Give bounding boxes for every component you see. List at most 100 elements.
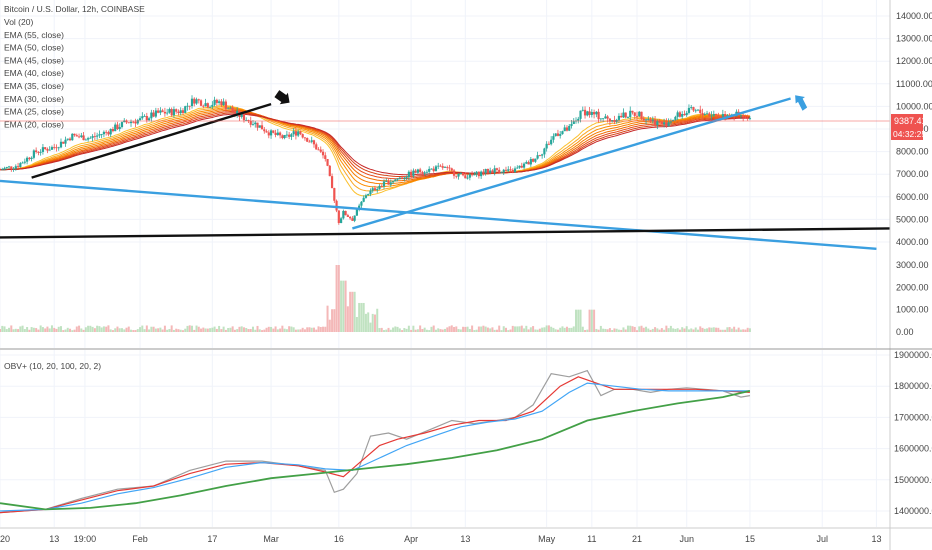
candle[interactable]	[292, 131, 295, 135]
candle[interactable]	[215, 99, 218, 103]
candle[interactable]	[412, 170, 415, 176]
candle[interactable]	[604, 116, 607, 119]
candle[interactable]	[527, 162, 530, 165]
candle[interactable]	[50, 147, 54, 150]
candle[interactable]	[443, 167, 447, 168]
obv-axis[interactable]: 1900000.00 1800000.00 1700000.00 1600000.00…	[894, 350, 932, 516]
candle[interactable]	[107, 132, 110, 135]
candle[interactable]	[229, 107, 232, 109]
candle[interactable]	[195, 99, 198, 104]
candle[interactable]	[240, 113, 243, 117]
candle[interactable]	[434, 166, 438, 172]
candle[interactable]	[459, 172, 462, 174]
candle[interactable]	[446, 167, 449, 168]
candle[interactable]	[525, 162, 528, 164]
candle[interactable]	[281, 135, 284, 139]
candle[interactable]	[21, 162, 24, 164]
candle[interactable]	[656, 120, 659, 126]
candle[interactable]	[369, 190, 372, 195]
candle[interactable]	[218, 101, 221, 103]
candle[interactable]	[190, 98, 194, 107]
candle[interactable]	[658, 120, 661, 122]
candle[interactable]	[141, 116, 144, 119]
candle[interactable]	[367, 194, 370, 196]
candle[interactable]	[41, 147, 45, 152]
candle[interactable]	[475, 171, 478, 175]
candle[interactable]	[102, 131, 106, 135]
candle[interactable]	[360, 201, 363, 206]
candle[interactable]	[299, 131, 302, 135]
candle[interactable]	[315, 144, 318, 150]
candle[interactable]	[583, 109, 587, 116]
candle[interactable]	[254, 122, 257, 125]
candle[interactable]	[498, 169, 501, 173]
arrow-up-icon[interactable]	[793, 95, 809, 111]
candle[interactable]	[452, 170, 456, 176]
candlesticks[interactable]	[0, 95, 752, 225]
candle[interactable]	[644, 119, 648, 121]
candle[interactable]	[55, 147, 58, 149]
candle[interactable]	[3, 168, 6, 170]
candle[interactable]	[385, 181, 388, 183]
candle[interactable]	[186, 105, 189, 107]
indicator-legend-item[interactable]: EMA (55, close)	[4, 30, 64, 40]
indicator-legend-item[interactable]: EMA (45, close)	[4, 55, 64, 65]
candle[interactable]	[249, 120, 252, 125]
candle[interactable]	[561, 131, 564, 135]
candle[interactable]	[719, 116, 722, 118]
indicator-legend-item[interactable]: EMA (30, close)	[4, 94, 64, 104]
candle[interactable]	[421, 172, 424, 174]
candle[interactable]	[236, 110, 239, 114]
candle[interactable]	[559, 134, 562, 136]
candle[interactable]	[263, 129, 266, 132]
candle[interactable]	[163, 111, 166, 114]
trendline[interactable]	[0, 227, 891, 239]
candle[interactable]	[233, 111, 237, 114]
candle[interactable]	[450, 168, 453, 171]
candle[interactable]	[222, 101, 225, 106]
candle[interactable]	[694, 110, 697, 112]
candle[interactable]	[640, 111, 643, 119]
candle[interactable]	[629, 110, 632, 118]
candle[interactable]	[105, 131, 108, 133]
candle[interactable]	[59, 141, 63, 148]
candle[interactable]	[310, 140, 313, 142]
candle[interactable]	[30, 157, 33, 159]
candle[interactable]	[184, 106, 187, 113]
candle[interactable]	[687, 107, 691, 113]
candle[interactable]	[48, 149, 51, 151]
candle[interactable]	[378, 185, 381, 190]
candle[interactable]	[129, 121, 133, 124]
trendline[interactable]	[31, 102, 272, 179]
candle[interactable]	[676, 112, 679, 117]
candle[interactable]	[606, 116, 609, 119]
candle[interactable]	[152, 112, 155, 117]
candle[interactable]	[170, 109, 173, 116]
candle[interactable]	[502, 169, 505, 173]
candle[interactable]	[660, 121, 663, 125]
candle[interactable]	[12, 168, 15, 170]
candle[interactable]	[489, 170, 492, 173]
candle[interactable]	[362, 197, 365, 202]
candle[interactable]	[419, 169, 422, 173]
candle[interactable]	[437, 165, 440, 167]
candle[interactable]	[373, 188, 377, 191]
trendline[interactable]	[0, 179, 877, 250]
candle[interactable]	[651, 119, 654, 122]
candle[interactable]	[138, 118, 142, 121]
candle[interactable]	[541, 154, 544, 156]
candle[interactable]	[202, 105, 205, 107]
candle[interactable]	[57, 147, 60, 149]
candle[interactable]	[547, 143, 551, 145]
candle[interactable]	[312, 140, 316, 145]
candle[interactable]	[748, 118, 752, 119]
candle[interactable]	[349, 216, 352, 219]
candle[interactable]	[509, 169, 512, 171]
candle[interactable]	[125, 120, 128, 123]
candle[interactable]	[32, 150, 35, 158]
candle[interactable]	[62, 141, 65, 144]
candle[interactable]	[389, 182, 392, 185]
candle[interactable]	[672, 119, 675, 122]
candle[interactable]	[554, 133, 557, 137]
candle[interactable]	[430, 168, 433, 170]
